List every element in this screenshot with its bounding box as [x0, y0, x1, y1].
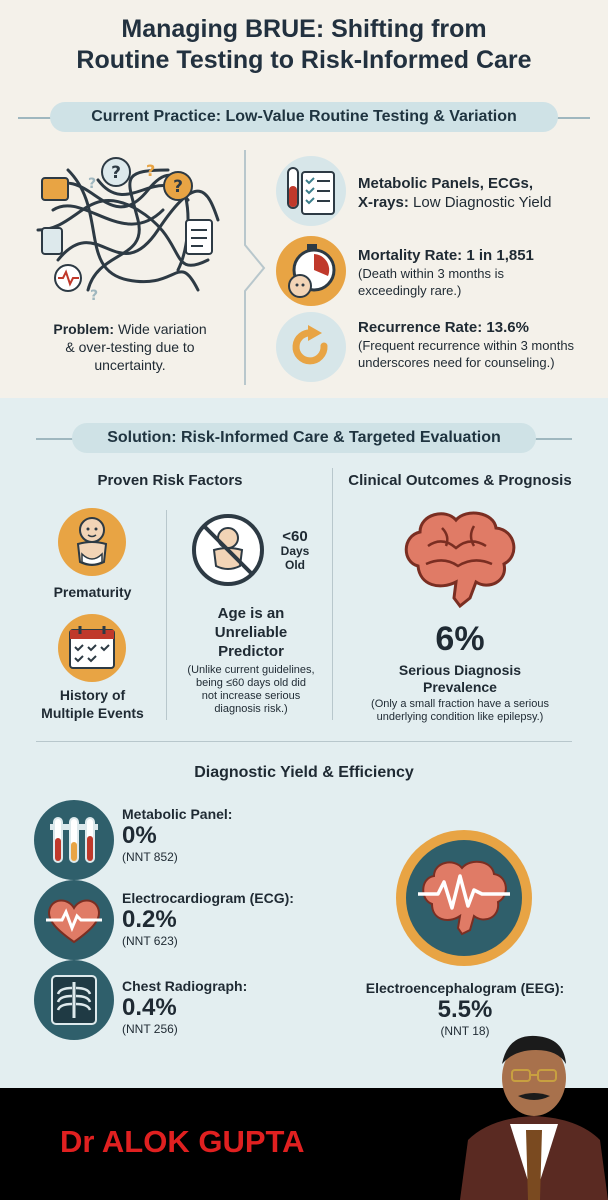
serious-diagnosis-note: (Only a small fraction have a serious un… — [340, 698, 580, 724]
ecg-test-name: Electrocardiogram (ECG): — [122, 890, 294, 906]
age-badge-value: <60 — [282, 528, 308, 545]
brain-icon — [404, 511, 516, 609]
ecg-test-text: Electrocardiogram (ECG): 0.2% (NNT 623) — [122, 890, 342, 948]
divider — [332, 468, 333, 720]
title-line-2: Routine Testing to Risk-Informed Care — [76, 46, 532, 74]
metabolic-test-nnt: (NNT 852) — [122, 850, 178, 864]
age-badge: <60 Days Old — [270, 528, 320, 572]
recurrence-arrow-icon — [292, 325, 328, 365]
problem-label: Problem: — [53, 321, 115, 337]
test-tubes-icon — [50, 817, 98, 863]
xray-test-nnt: (NNT 256) — [122, 1022, 178, 1036]
mortality-rate-title: Mortality Rate: 1 in 1,851 — [358, 247, 534, 264]
ecg-test-value: 0.2% — [122, 906, 177, 933]
mortality-note-2: exceedingly rare.) — [358, 283, 462, 298]
svg-text:?: ? — [111, 163, 121, 183]
recurrence-note-1: (Frequent recurrence within 3 months — [358, 338, 575, 353]
mortality-note-1: (Death within 3 months is — [358, 266, 504, 281]
serious-diagnosis-label: Serious Diagnosis Prevalence — [340, 662, 580, 696]
chest-xray-icon — [51, 975, 97, 1025]
page-title: Managing BRUE: Shifting from Routine Tes… — [0, 14, 608, 76]
history-label-line-1: History of — [59, 687, 126, 703]
age-note-line-1: (Unlike current guidelines, — [187, 664, 315, 676]
tests-item-yield: Low Diagnostic Yield — [413, 194, 552, 211]
title-line-1: Managing BRUE: Shifting from — [121, 15, 487, 43]
tests-item-xrays: X-rays: — [358, 194, 409, 211]
age-note-line-4: diagnosis risk.) — [214, 703, 288, 715]
age-title-line-3: Predictor — [218, 643, 284, 660]
recurrence-item-text: Recurrence Rate: 13.6% (Frequent recurre… — [358, 318, 602, 371]
diagnostic-yield-heading: Diagnostic Yield & Efficiency — [194, 764, 414, 781]
chevron-right-divider-icon — [244, 150, 266, 385]
solution-banner: Solution: Risk-Informed Care & Targeted … — [72, 423, 536, 453]
brain-wave-icon — [418, 860, 510, 936]
risk-factors-heading: Proven Risk Factors — [97, 472, 243, 489]
serious-diagnosis-percent: 6% — [435, 620, 485, 658]
recurrence-note-2: underscores need for counseling.) — [358, 355, 555, 370]
problem-text-1: Wide variation — [117, 321, 207, 337]
age-title-line-1: Age is an — [217, 605, 285, 622]
divider — [166, 510, 167, 720]
recurrence-icon-circle — [276, 312, 346, 382]
history-label: History of Multiple Events — [30, 686, 155, 722]
age-note-line-3: not increase serious — [201, 690, 301, 702]
metabolic-test-text: Metabolic Panel: 0% (NNT 852) — [122, 806, 342, 864]
calendar-icon — [69, 626, 115, 669]
tests-item-text: Metabolic Panels, ECGs, X-rays: Low Diag… — [358, 174, 598, 212]
age-badge-unit: Days — [280, 544, 310, 558]
prematurity-label: Prematurity — [53, 584, 132, 600]
age-title-line-2: Unreliable — [214, 624, 288, 641]
serious-diagnosis-label-1: Serious Diagnosis — [398, 662, 522, 678]
test-tube-checklist-icon — [287, 167, 335, 215]
history-label-line-2: Multiple Events — [41, 705, 144, 721]
ecg-test-nnt: (NNT 623) — [122, 934, 178, 948]
recurrence-rate-title: Recurrence Rate: 13.6% — [358, 319, 529, 336]
author-name: Dr ALOK GUPTA — [60, 1124, 305, 1159]
metabolic-test-name: Metabolic Panel: — [122, 806, 233, 822]
svg-text:?: ? — [90, 288, 98, 304]
stopwatch-baby-icon — [288, 244, 336, 298]
age-unreliable-note: (Unlike current guidelines, being ≤60 da… — [170, 664, 332, 716]
clinical-outcomes-heading: Clinical Outcomes & Prognosis — [348, 472, 572, 489]
age-badge-suffix: Old — [285, 558, 305, 572]
divider — [36, 741, 572, 742]
problem-text-3: uncertainty. — [94, 357, 166, 373]
tangled-lines-icon: ? ? ? ? ? — [36, 157, 220, 304]
age-note-line-2: being ≤60 days old did — [195, 677, 306, 689]
baby-icon — [76, 517, 108, 566]
current-practice-banner: Current Practice: Low-Value Routine Test… — [50, 102, 558, 132]
author-portrait — [460, 1035, 608, 1200]
problem-statement: Problem: Wide variation & over-testing d… — [30, 320, 230, 374]
age-unreliable-title: Age is an Unreliable Predictor — [176, 604, 326, 661]
svg-text:?: ? — [146, 161, 155, 180]
xray-test-text: Chest Radiograph: 0.4% (NNT 256) — [122, 978, 342, 1036]
mortality-item-text: Mortality Rate: 1 in 1,851 (Death within… — [358, 246, 598, 299]
tests-item-title: Metabolic Panels, ECGs, — [358, 175, 534, 192]
eeg-test-value: 5.5% — [437, 996, 493, 1023]
problem-text-2: & over-testing due to — [65, 339, 195, 355]
svg-text:?: ? — [173, 177, 183, 197]
xray-test-name: Chest Radiograph: — [122, 978, 248, 994]
svg-text:?: ? — [88, 176, 96, 192]
eeg-test-name: Electroencephalogram (EEG): — [365, 980, 565, 996]
metabolic-test-value: 0% — [122, 822, 157, 849]
heart-ecg-icon — [46, 899, 102, 944]
serious-diagnosis-label-2: Prevalence — [423, 679, 497, 695]
xray-test-value: 0.4% — [122, 994, 177, 1021]
eeg-test-nnt: (NNT 18) — [440, 1024, 490, 1038]
no-age-baby-icon — [192, 514, 264, 586]
serious-diagnosis-note-2: underlying condition like epilepsy.) — [376, 711, 544, 723]
serious-diagnosis-note-1: (Only a small fraction have a serious — [371, 698, 549, 710]
